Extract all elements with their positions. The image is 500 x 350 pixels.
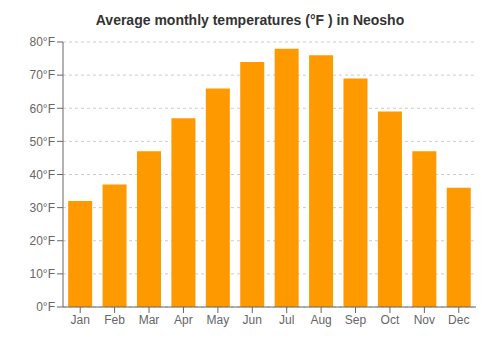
svg-text:80°F: 80°F — [30, 35, 55, 49]
svg-text:Feb: Feb — [104, 313, 125, 327]
svg-text:Jun: Jun — [243, 313, 262, 327]
svg-text:60°F: 60°F — [30, 102, 55, 116]
svg-text:30°F: 30°F — [30, 201, 55, 215]
svg-text:20°F: 20°F — [30, 234, 55, 248]
svg-text:Sep: Sep — [345, 313, 367, 327]
svg-text:Jan: Jan — [71, 313, 90, 327]
html-text:Average monthly temperatures (: Average monthly temperatures (°F ) in Ne… — [95, 12, 405, 28]
svg-text:May: May — [207, 313, 230, 327]
svg-text:40°F: 40°F — [30, 168, 55, 182]
svg-text:Mar: Mar — [139, 313, 160, 327]
svg-text:0°F: 0°F — [36, 300, 55, 314]
svg-text:Nov: Nov — [414, 313, 435, 327]
svg-text:Oct: Oct — [381, 313, 400, 327]
svg-text:70°F: 70°F — [30, 68, 55, 82]
svg-text:50°F: 50°F — [30, 135, 55, 149]
svg-text:10°F: 10°F — [30, 267, 55, 281]
svg-text:Apr: Apr — [174, 313, 193, 327]
svg-text:Jul: Jul — [279, 313, 294, 327]
svg-text:Aug: Aug — [310, 313, 331, 327]
svg-text:Dec: Dec — [448, 313, 469, 327]
